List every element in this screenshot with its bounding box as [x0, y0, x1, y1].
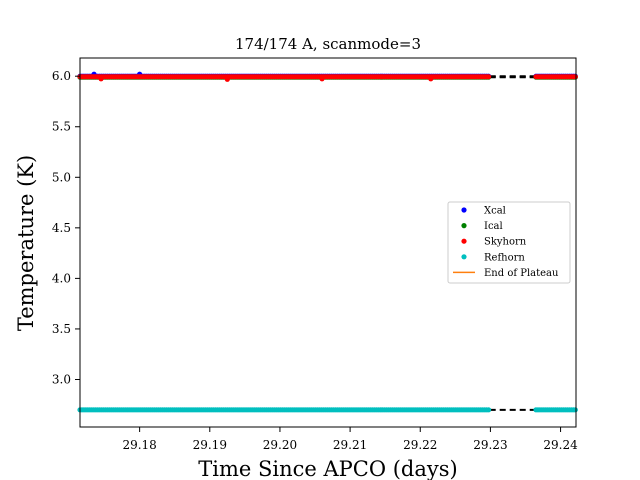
plot-marks [77, 71, 578, 413]
legend-box [447, 201, 571, 284]
y-tick-label: 4.0 [52, 271, 71, 285]
legend-label: End of Plateau [484, 268, 559, 279]
data-point [485, 407, 492, 413]
y-tick-label: 5.0 [52, 170, 71, 184]
y-tick-label: 4.5 [52, 221, 71, 235]
x-axis: 29.18 29.19 29.20 29.21 29.22 29.23 29.24 [122, 427, 578, 452]
data-point [98, 76, 104, 82]
x-tick-label: 29.23 [473, 438, 507, 452]
series-skyhorn [77, 74, 578, 82]
chart-title: 174/174 A, scanmode=3 [235, 35, 421, 53]
legend-label: Ical [484, 221, 503, 232]
data-point [572, 74, 578, 80]
legend-marker [461, 223, 467, 229]
legend-label: Skyhorn [484, 237, 527, 248]
x-tick-label: 29.22 [403, 438, 437, 452]
x-tick-label: 29.18 [122, 438, 156, 452]
y-axis-label: Temperature (K) [14, 155, 38, 331]
x-axis-label: Time Since APCO (days) [198, 457, 457, 480]
data-point [224, 76, 230, 82]
data-point [428, 76, 434, 82]
legend-label: Refhorn [484, 252, 525, 263]
legend-marker [461, 254, 467, 260]
x-tick-label: 29.24 [543, 438, 578, 452]
plot-frame [79, 57, 577, 428]
x-tick-label: 29.21 [333, 438, 367, 452]
legend-entries: Xcal Ical Skyhorn Refhorn End of Plateau [453, 206, 559, 279]
legend-marker [461, 207, 467, 213]
y-tick-label: 5.5 [52, 120, 71, 134]
legend: Xcal Ical Skyhorn Refhorn End of Plateau [447, 201, 571, 284]
y-tick-label: 3.0 [52, 372, 71, 386]
y-axis: 3.0 3.5 4.0 4.5 5.0 5.5 6.0 [52, 69, 80, 386]
data-point [485, 74, 492, 80]
legend-marker [461, 238, 467, 244]
x-tick-label: 29.20 [263, 438, 297, 452]
legend-label: Xcal [484, 206, 506, 217]
y-tick-label: 3.5 [52, 322, 71, 336]
y-tick-label: 6.0 [52, 69, 71, 83]
data-point [319, 76, 325, 82]
data-point [572, 407, 578, 413]
series-refhorn [77, 407, 578, 413]
x-tick-label: 29.19 [193, 438, 227, 452]
